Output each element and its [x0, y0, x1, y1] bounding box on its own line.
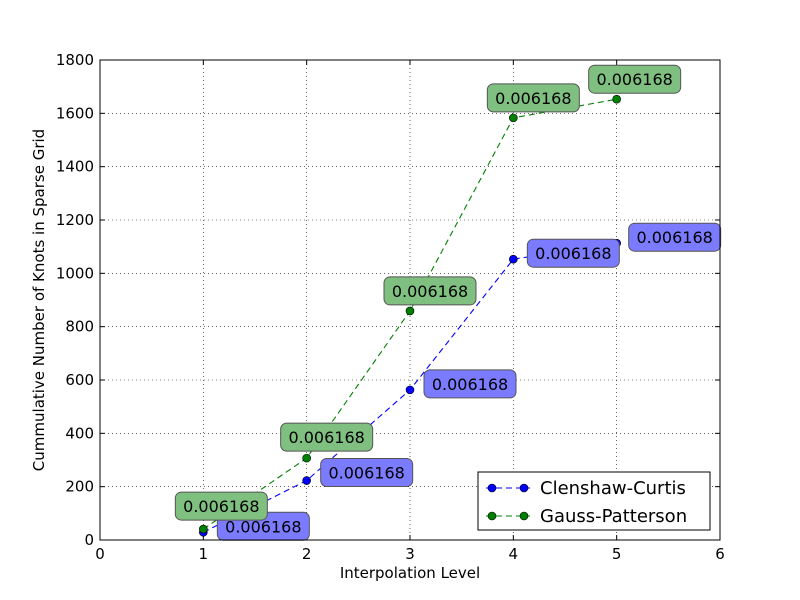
- legend-label: Gauss-Patterson: [540, 506, 687, 527]
- x-tick-label: 2: [302, 545, 312, 563]
- annotation-box: [486, 83, 580, 113]
- annotation-label: 0.006168: [535, 244, 611, 263]
- annotation-label: 0.006168: [432, 375, 508, 394]
- axis-ticks: 0 1 2 3 4 5 6 0 200 400 600 800 1000 1200 1400 1600 1800: [56, 51, 725, 563]
- annotation-box: [423, 369, 517, 399]
- data-point: [302, 476, 311, 485]
- legend-marker: [487, 511, 497, 521]
- annotation-box: [526, 238, 620, 268]
- y-axis-title: Cummulative Number of Knots in Sparse Gr…: [30, 129, 48, 471]
- y-tick-label: 400: [65, 424, 94, 442]
- annotation-label: 0.006168: [225, 517, 301, 536]
- x-tick-label: 6: [715, 545, 725, 563]
- data-point: [405, 385, 415, 395]
- x-tick-label: 4: [509, 545, 519, 563]
- y-tick-label: 1000: [56, 264, 94, 282]
- annotation-label: 0.006168: [495, 89, 571, 108]
- legend-label: Clenshaw-Curtis: [540, 478, 686, 499]
- annotation-label: 0.006168: [636, 228, 712, 247]
- annotation-label: 0.006168: [328, 464, 404, 483]
- y-tick-label: 200: [65, 478, 94, 496]
- y-tick-label: 1200: [56, 211, 94, 229]
- annotation-label: 0.006168: [392, 282, 468, 301]
- annotation-box: [383, 276, 477, 306]
- x-tick-label: 5: [612, 545, 622, 563]
- annotation-box: [320, 458, 414, 488]
- x-tick-label: 0: [95, 545, 105, 563]
- x-tick-label: 3: [405, 545, 415, 563]
- plot-area-frame: [99, 59, 721, 541]
- y-tick-label: 0: [84, 531, 94, 549]
- annotation-label: 0.006168: [288, 428, 364, 447]
- data-point: [509, 254, 518, 264]
- data-point: [509, 113, 518, 123]
- y-tick-label: 1800: [56, 51, 94, 69]
- data-point: [612, 94, 621, 104]
- annotation-box: [588, 64, 682, 94]
- annotation-box: [174, 491, 268, 521]
- data-point: [405, 306, 415, 316]
- annotation-box: [628, 222, 722, 252]
- legend: Clenshaw-Curtis Gauss-Patterson: [477, 471, 711, 531]
- annotation-label: 0.006168: [596, 70, 672, 89]
- y-tick-label: 1600: [56, 104, 94, 122]
- legend-marker: [519, 483, 529, 493]
- annotation-label: 0.006168: [183, 497, 259, 516]
- y-tick-label: 600: [65, 371, 94, 389]
- data-point: [199, 524, 208, 534]
- y-tick-label: 1400: [56, 158, 94, 176]
- annotation-box: [280, 422, 374, 452]
- legend-box: [477, 471, 711, 531]
- x-tick-label: 1: [199, 545, 209, 563]
- x-axis-title: Interpolation Level: [340, 564, 480, 582]
- legend-marker: [519, 511, 529, 521]
- y-tick-label: 800: [65, 318, 94, 336]
- legend-marker: [487, 483, 497, 493]
- data-point: [302, 453, 311, 463]
- point-annotations: 0.0061680.0061680.0061680.0061680.006168…: [174, 64, 722, 541]
